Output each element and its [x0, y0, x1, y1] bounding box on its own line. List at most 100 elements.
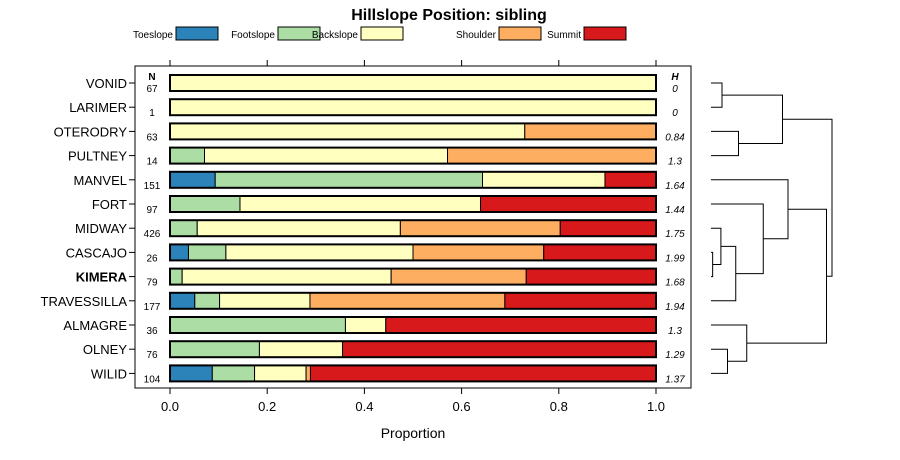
- bar-segment: [447, 147, 657, 165]
- bar-segment: [169, 171, 216, 189]
- n-value: 104: [144, 374, 161, 385]
- n-value: 177: [144, 302, 161, 313]
- bar-outline: [169, 364, 657, 383]
- h-value: 1.29: [665, 350, 685, 361]
- h-value: 0: [672, 108, 678, 119]
- h-value: 1.75: [665, 229, 685, 240]
- x-tick-label: 1.0: [647, 399, 665, 414]
- dendrogram-branch: [711, 82, 723, 108]
- bar-outline: [169, 219, 657, 238]
- dendrogram-branch: [722, 94, 783, 144]
- bar-segment: [543, 243, 657, 261]
- legend-label: Toeslope: [133, 30, 173, 41]
- bar-segment: [169, 268, 183, 286]
- h-value: 1.68: [665, 278, 685, 289]
- dendrogram-branch: [711, 245, 737, 302]
- h-value: 1.94: [665, 302, 685, 313]
- bar-outline: [169, 98, 657, 117]
- dendrogram-branch: [746, 208, 827, 344]
- bar-segment: [169, 243, 189, 261]
- dendrogram-branch: [711, 179, 789, 240]
- row-label: OLNEY: [83, 342, 127, 357]
- bar-segment: [559, 219, 657, 237]
- h-value: 1.3: [668, 326, 682, 337]
- bar-outline: [169, 267, 657, 286]
- bar-outline: [169, 243, 657, 262]
- legend-swatch: [498, 26, 542, 41]
- dendrogram-branch: [782, 118, 833, 277]
- bar-segment: [239, 195, 482, 213]
- row-label: ALMAGRE: [63, 318, 127, 333]
- n-value: 79: [146, 278, 158, 289]
- n-value: 67: [146, 84, 158, 95]
- bar-segment: [169, 122, 526, 140]
- bar-outline: [169, 291, 657, 310]
- bar-segment: [258, 340, 344, 358]
- row-label: VONID: [86, 76, 127, 91]
- legend-label: Shoulder: [456, 30, 497, 41]
- bar-segment: [604, 171, 657, 189]
- x-axis-title: Proportion: [381, 425, 446, 441]
- row-label: WILID: [91, 366, 127, 381]
- x-tick-label: 0.0: [161, 399, 179, 414]
- bar-segment: [169, 98, 657, 116]
- bar-segment: [342, 340, 657, 358]
- bar-segment: [169, 219, 198, 237]
- bar-segment: [254, 364, 307, 382]
- bar-segment: [525, 268, 657, 286]
- n-value: 97: [146, 205, 158, 216]
- bar-outline: [169, 316, 657, 334]
- dendrogram-branch: [711, 130, 739, 157]
- n-value: 14: [146, 157, 158, 168]
- bar-segment: [504, 292, 657, 310]
- h-value: 0.84: [665, 132, 685, 143]
- bar-segment: [169, 316, 346, 334]
- n-value: 36: [146, 326, 158, 337]
- bar-segment: [214, 171, 483, 189]
- bar-segment: [524, 122, 657, 140]
- legend-label: Backslope: [312, 30, 359, 41]
- bar-segment: [344, 316, 387, 334]
- bar-segment: [309, 292, 506, 310]
- legend-label: Footslope: [231, 30, 275, 41]
- bar-segment: [305, 364, 311, 382]
- n-value: 26: [146, 253, 158, 264]
- bar-segment: [181, 268, 392, 286]
- bar-segment: [385, 316, 657, 334]
- row-label: TRAVESSILLA: [41, 294, 128, 309]
- row-label: LARIMER: [69, 100, 127, 115]
- h-value: 1.64: [665, 181, 685, 192]
- bar-segment: [169, 195, 241, 213]
- bar-segment: [169, 292, 196, 310]
- bar-segment: [225, 243, 414, 261]
- bar-segment: [390, 268, 527, 286]
- row-label: PULTNEY: [68, 149, 127, 164]
- bar-segment: [309, 364, 657, 382]
- bar-segment: [196, 219, 401, 237]
- h-value: 1.99: [665, 253, 685, 264]
- legend-label: Summit: [547, 30, 581, 41]
- bar-segment: [399, 219, 561, 237]
- bar-area: [169, 74, 657, 383]
- h-column-header: H: [671, 72, 679, 83]
- legend-swatch: [583, 26, 627, 41]
- bar-outline: [169, 122, 657, 141]
- bar-segment: [169, 340, 260, 358]
- bar-segment: [481, 171, 606, 189]
- h-value: 0: [672, 84, 678, 95]
- legend-swatch: [360, 26, 404, 41]
- h-value: 1.37: [665, 374, 685, 385]
- row-label: FORT: [92, 197, 127, 212]
- bar-outline: [169, 146, 657, 165]
- plot-frame: [134, 65, 692, 389]
- bar-outline: [169, 340, 657, 359]
- n-value: 1: [149, 108, 155, 119]
- x-tick-label: 0.8: [550, 399, 568, 414]
- bar-segment: [412, 243, 545, 261]
- n-value: 151: [144, 181, 161, 192]
- x-tick-label: 0.2: [258, 399, 276, 414]
- n-column-header: N: [148, 72, 155, 83]
- row-label: MIDWAY: [75, 221, 127, 236]
- dendrogram-branch: [711, 251, 714, 278]
- row-label: OTERODRY: [54, 124, 128, 139]
